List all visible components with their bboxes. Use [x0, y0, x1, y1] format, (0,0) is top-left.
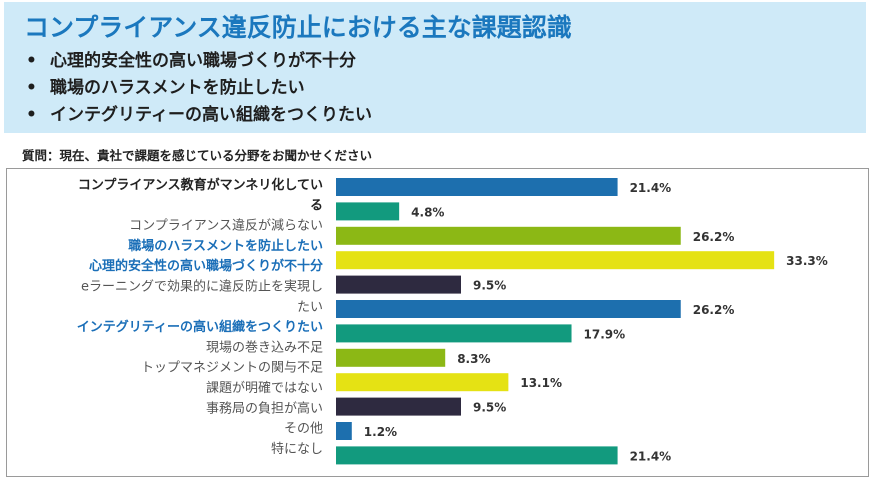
category-label: 事務局の負担が高い: [206, 400, 323, 416]
bar: [336, 348, 446, 367]
bar-value-label: 8.3%: [457, 352, 490, 366]
category-label: コンプライアンス教育がマンネリ化してい: [78, 177, 323, 193]
category-label: 職場のハラスメントを防止したい: [128, 238, 323, 254]
bar: [336, 226, 681, 245]
bullet-item: • 心理的安全性の高い職場づくりが不十分: [26, 48, 372, 75]
bar: [336, 373, 509, 392]
bar-value-label: 4.8%: [411, 205, 444, 219]
chart-frame: コンプライアンス教育がマンネリ化しているコンプライアンス違反が減らない 職場のハラ…: [6, 168, 869, 477]
bar-value-label: 26.2%: [693, 230, 735, 244]
bar-value-label: 13.1%: [520, 376, 562, 390]
survey-question: 質問：現在、貴社で課題を感じている分野をお聞かせください: [22, 148, 373, 163]
category-label: る: [310, 198, 323, 213]
bar-value-label: 1.2%: [364, 425, 397, 439]
bar-value-label: 21.4%: [630, 181, 672, 195]
category-label: 課題が明確ではない: [206, 380, 323, 396]
category-label: 心理的安全性の高い職場づくりが不十分: [89, 258, 323, 274]
header-banner: コンプライアンス違反防止における主な課題認識 • 心理的安全性の高い職場づくりが不…: [4, 2, 866, 133]
bar: [336, 300, 681, 318]
category-label: コンプライアンス違反が減らない: [129, 218, 323, 234]
bullet-text: 職場のハラスメントを防止したい: [50, 78, 305, 98]
bar-value-label: 9.5%: [473, 279, 506, 293]
bar: [336, 178, 618, 196]
bar: [336, 422, 352, 440]
bar: [336, 251, 775, 270]
bullet-text: インテグリティーの高い組織をつくりたい: [50, 105, 372, 125]
bar-value-label: 9.5%: [473, 401, 506, 415]
bar: [336, 397, 461, 416]
bullet-dot-icon: •: [26, 105, 37, 125]
category-label: eラーニングで効果的に違反防止を実現し: [81, 279, 323, 295]
bullet-dot-icon: •: [26, 78, 37, 98]
page-title: コンプライアンス違反防止における主な課題認識: [24, 13, 572, 42]
bar: [336, 446, 618, 465]
bullet-item: • 職場のハラスメントを防止したい: [26, 75, 372, 102]
bar: [336, 275, 461, 294]
bullet-item: • インテグリティーの高い組織をつくりたい: [26, 102, 372, 129]
category-label: 現場の巻き込み不足: [206, 340, 323, 355]
bar-value-label: 21.4%: [630, 449, 672, 463]
bar: [336, 324, 572, 343]
category-label: その他: [284, 422, 323, 437]
category-label: たい: [297, 300, 323, 315]
category-label: トップマネジメントの関与不足: [141, 361, 323, 376]
bullet-text: 心理的安全性の高い職場づくりが不十分: [50, 51, 356, 71]
bar-value-label: 17.9%: [584, 327, 626, 341]
bar: [336, 202, 400, 221]
category-label: 特になし: [271, 442, 323, 457]
category-label: インテグリティーの高い組織をつくりたい: [77, 319, 323, 335]
bar-value-label: 33.3%: [786, 254, 828, 268]
bullet-dot-icon: •: [26, 51, 37, 71]
bar-value-label: 26.2%: [693, 303, 735, 317]
bar-chart: コンプライアンス教育がマンネリ化しているコンプライアンス違反が減らない職場のハラ…: [77, 177, 828, 465]
issue-bullet-list: • 心理的安全性の高い職場づくりが不十分 • 職場のハラスメントを防止したい • イン…: [26, 48, 372, 129]
